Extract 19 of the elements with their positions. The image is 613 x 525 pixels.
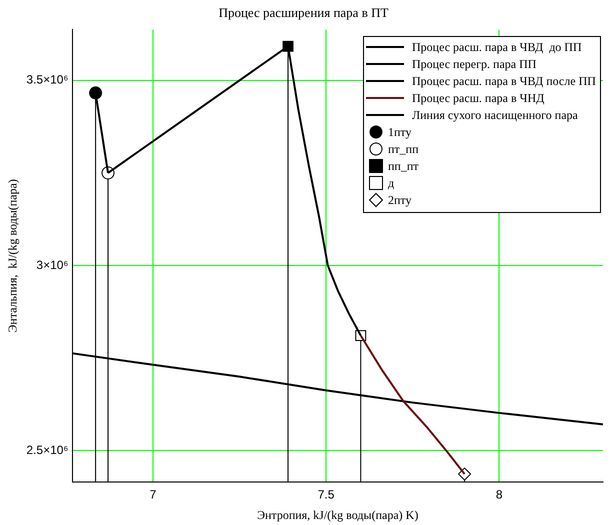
legend-label: Процес перегр. пара ПП	[412, 56, 536, 72]
y-tick-label: 3×10⁶	[36, 258, 68, 272]
legend-label: Линия сухого насищенного пара	[412, 108, 578, 123]
y-axis-title: Энтальпия, kJ/(kg воды(пара)	[5, 179, 20, 333]
legend-label: Процес расш. пара в ЧНД	[412, 90, 544, 106]
legend-label: пт_пп	[388, 142, 419, 157]
x-axis-title: Энтропия, kJ/(kg воды(пара) K)	[257, 508, 418, 522]
x-tick-label: 8	[496, 488, 503, 502]
legend-label: д	[388, 176, 394, 191]
x-tick-label: 7	[150, 488, 157, 502]
legend-label: Процес расш. пара в ЧВД до ПП	[412, 40, 582, 55]
y-tick-label: 3.5×10⁶	[26, 72, 68, 87]
x-tick-label: 7.5	[318, 488, 335, 502]
y-tick-label: 2.5×10⁶	[26, 443, 68, 458]
legend-label: 1пту	[388, 124, 412, 140]
legend-label: 2пту	[388, 192, 412, 208]
legend-label: Процес расш. пара в ЧВД после ПП	[412, 74, 596, 89]
chart-title: Процес расширения пара в ПТ	[218, 5, 388, 20]
legend-label: пп_пт	[388, 158, 419, 174]
